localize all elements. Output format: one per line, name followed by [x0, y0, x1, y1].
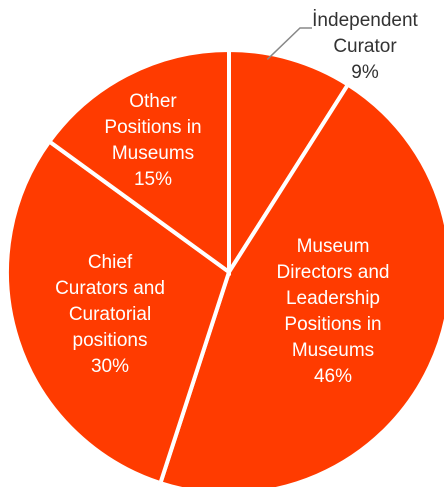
- slice-label-line: Positions in: [104, 117, 201, 138]
- slice-label-line: Leadership: [286, 288, 380, 309]
- pie-slice-chief-curators-and-curatorial-positions: [5, 138, 232, 486]
- slice-value-label: 46%: [314, 366, 352, 387]
- slice-label-line: Curatorial: [69, 304, 151, 325]
- pie-slice-museum-directors-and-leadership-positions-in-museums: [157, 81, 444, 487]
- slice-label-line: Museums: [292, 340, 374, 361]
- pie-slice-other-positions-in-museums: [46, 47, 231, 276]
- slice-label-line: Other: [129, 91, 177, 112]
- slice-label-line: Curators and: [55, 278, 165, 299]
- pie-slice-i-ndependent-curator: [227, 47, 351, 279]
- slice-label-line: İndependent: [312, 10, 418, 31]
- slice-value-label: 30%: [91, 356, 129, 377]
- slice-label-line: positions: [73, 330, 148, 351]
- slice-label-line: Museums: [112, 143, 194, 164]
- slice-value-label: 9%: [351, 62, 379, 83]
- slice-label-chief-curators-and-curatorial-positions: Chief Curators and Curatorial positions 30%: [55, 252, 165, 377]
- slice-label-line: Positions in: [284, 314, 381, 335]
- slice-label-line: Museum: [297, 236, 370, 257]
- slice-label-i-ndependent-curator: İndependent Curator 9%: [312, 10, 418, 83]
- slice-label-line: Directors and: [277, 262, 390, 283]
- slice-label-line: Chief: [88, 252, 133, 273]
- slice-label-line: Curator: [333, 36, 397, 57]
- slice-label-other-positions-in-museums: Other Positions in Museums 15%: [104, 91, 201, 190]
- slice-value-label: 15%: [134, 169, 172, 190]
- slice-label-museum-directors-and-leadership-positions-in-museums: Museum Directors and Leadership Positions i…: [277, 236, 390, 387]
- leader-line: [266, 27, 312, 60]
